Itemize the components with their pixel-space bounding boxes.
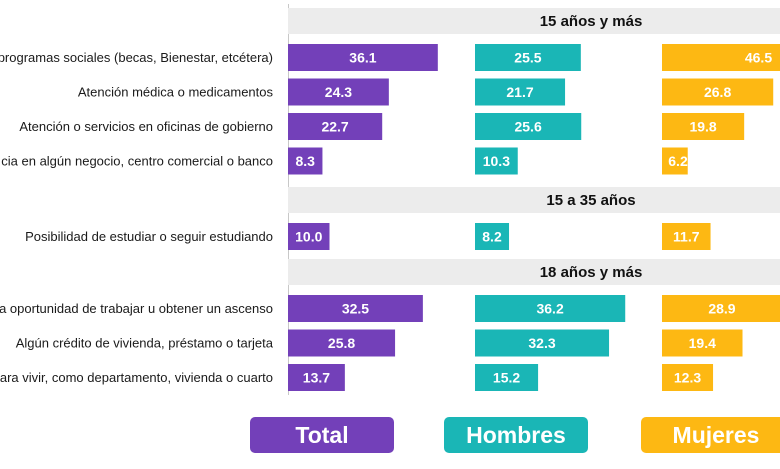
bar-total — [288, 44, 438, 71]
bar-total — [288, 295, 423, 322]
bar-hombres — [475, 295, 626, 322]
bar-total — [288, 223, 330, 250]
value-label-hombres: 15.2 — [493, 370, 520, 386]
legend-total: Total — [250, 417, 394, 453]
value-label-mujeres: 11.7 — [673, 229, 700, 245]
category-label: a oportunidad de trabajar u obtener un a… — [0, 301, 273, 316]
legend-mujeres: Mujeres — [641, 417, 780, 453]
value-label-total: 22.7 — [321, 119, 348, 135]
section-title-15-anos-y-mas: 15 años y más — [540, 13, 643, 30]
value-label-hombres: 25.5 — [514, 50, 541, 66]
value-label-total: 36.1 — [349, 50, 376, 66]
bar-hombres — [475, 78, 566, 106]
value-label-hombres: 32.3 — [528, 335, 555, 351]
value-label-total: 13.7 — [303, 370, 330, 386]
bar-mujeres — [662, 295, 780, 322]
category-label: Atención médica o medicamentos — [78, 85, 274, 100]
value-label-mujeres: 6.2 — [668, 153, 688, 169]
bar-hombres — [475, 223, 510, 250]
bar-mujeres — [662, 113, 745, 140]
bar-total — [288, 78, 389, 106]
value-label-total: 32.5 — [342, 301, 369, 317]
value-label-mujeres: 46.5 — [745, 50, 772, 66]
legend-hombres: Hombres — [444, 417, 588, 453]
bar-mujeres — [662, 329, 743, 357]
bar-mujeres — [662, 147, 688, 175]
value-label-total: 25.8 — [328, 335, 355, 351]
bar-hombres — [475, 364, 539, 391]
section-header-15-a-35-anos — [288, 187, 780, 213]
bar-hombres — [475, 329, 610, 357]
category-label: programas sociales (becas, Bienestar, et… — [0, 50, 273, 65]
bar-total — [288, 113, 383, 140]
value-label-hombres: 36.2 — [536, 301, 563, 317]
value-label-hombres: 8.2 — [482, 229, 502, 245]
value-label-hombres: 21.7 — [506, 84, 533, 100]
bar-total — [288, 364, 345, 391]
bar-mujeres — [662, 78, 774, 106]
bar-total — [288, 329, 396, 357]
value-label-mujeres: 26.8 — [704, 84, 731, 100]
value-label-mujeres: 28.9 — [708, 301, 735, 317]
value-label-total: 8.3 — [295, 153, 315, 169]
section-title-18-anos-y-mas: 18 años y más — [540, 264, 643, 281]
bar-hombres — [475, 147, 518, 175]
section-title-15-a-35-anos: 15 a 35 años — [546, 192, 635, 209]
section-header-18-anos-y-mas — [288, 259, 780, 285]
bar-hombres — [475, 113, 582, 140]
category-label: cia en algún negocio, centro comercial o… — [1, 154, 273, 169]
category-label: Atención o servicios en oficinas de gobi… — [19, 119, 273, 134]
bar-mujeres — [662, 364, 714, 391]
value-label-mujeres: 19.4 — [689, 335, 716, 351]
category-label: Posibilidad de estudiar o seguir estudia… — [25, 229, 273, 244]
value-label-mujeres: 12.3 — [674, 370, 701, 386]
category-label: Algún crédito de vivienda, préstamo o ta… — [16, 336, 274, 351]
category-label: ara vivir, como departamento, vivienda o… — [0, 370, 273, 385]
value-label-mujeres: 19.8 — [689, 119, 716, 135]
value-label-hombres: 10.3 — [483, 153, 510, 169]
bar-hombres — [475, 44, 581, 71]
value-label-total: 10.0 — [295, 229, 322, 245]
value-label-hombres: 25.6 — [514, 119, 541, 135]
bar-mujeres — [662, 44, 780, 71]
bar-total — [288, 147, 323, 175]
value-label-total: 24.3 — [325, 84, 352, 100]
bar-mujeres — [662, 223, 711, 250]
section-header-15-anos-y-mas — [288, 8, 780, 34]
